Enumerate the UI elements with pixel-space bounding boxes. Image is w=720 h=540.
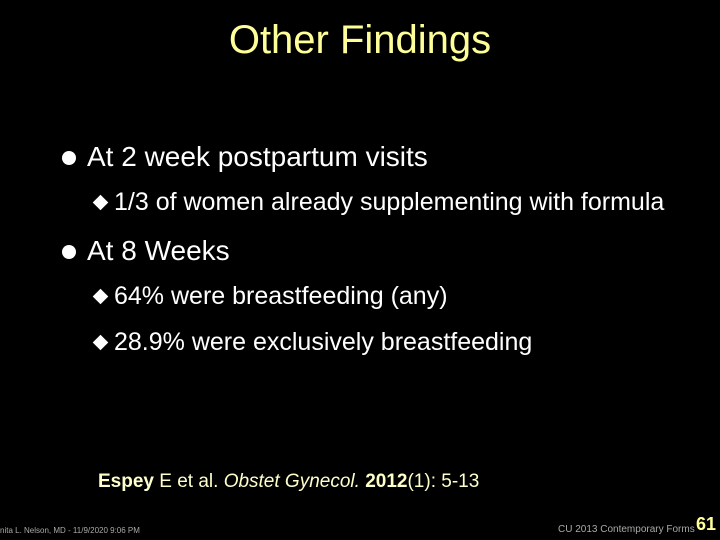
sub-bullet-text: 64% were breastfeeding (any) bbox=[114, 282, 448, 310]
page-number: 61 bbox=[696, 514, 717, 534]
bullet-dot bbox=[62, 245, 76, 259]
citation: Espey E et al. Obstet Gynecol. 2012(1): … bbox=[98, 471, 479, 493]
bullet-text: At 2 week postpartum visits bbox=[87, 141, 428, 172]
slide-title: Other Findings bbox=[228, 18, 492, 62]
bullet-text: At 8 Weeks bbox=[87, 235, 230, 266]
footer-left: nita L. Nelson, MD - 11/9/2020 9:06 PM bbox=[0, 526, 140, 535]
footer-right: CU 2013 Contemporary Forms bbox=[558, 524, 695, 535]
citation-text: E et al. bbox=[153, 471, 224, 492]
sub-bullet-diamond bbox=[92, 194, 109, 211]
sub-bullet-text: 28.9% were exclusively breastfeeding bbox=[114, 328, 533, 356]
citation-issue: (1): 5-13 bbox=[407, 471, 480, 492]
sub-bullet-diamond bbox=[92, 288, 109, 305]
citation-author: Espey bbox=[98, 471, 154, 492]
bullet-dot bbox=[62, 151, 76, 165]
citation-journal: Obstet Gynecol. bbox=[223, 471, 360, 492]
sub-bullet-diamond bbox=[92, 334, 109, 351]
citation-year: 2012 bbox=[365, 471, 408, 492]
sub-bullet-text: 1/3 of women already supplementing with … bbox=[114, 188, 665, 216]
